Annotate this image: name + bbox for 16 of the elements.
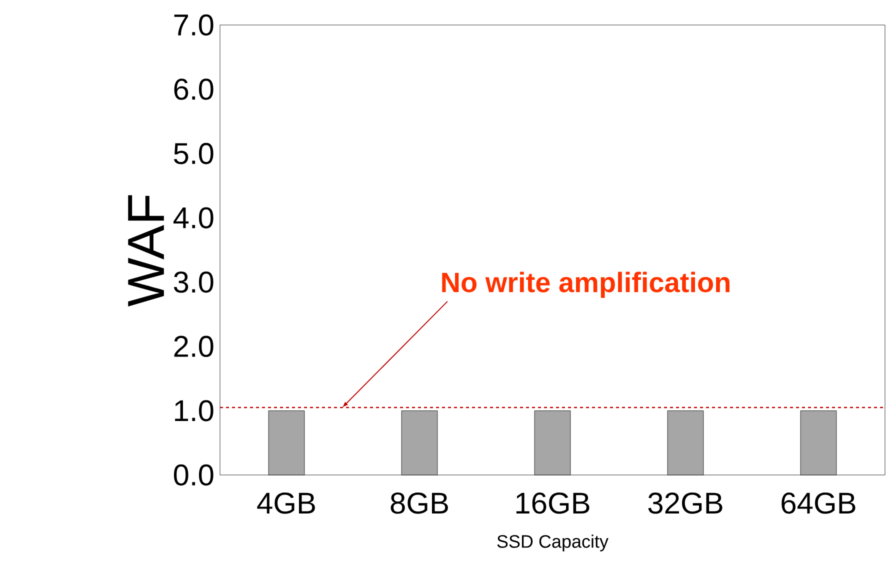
x-tick-label: 8GB <box>390 492 448 514</box>
y-tick-label: 1.0 <box>175 400 214 422</box>
y-tick-label: 4.0 <box>173 207 214 228</box>
x-tick-label: 16GB <box>516 492 590 514</box>
x-tick-label: 64GB <box>782 492 856 514</box>
y-tick-label: 2.0 <box>174 336 214 358</box>
x-tick-label: 32GB <box>648 492 722 514</box>
x-axis-title: SSD Capacity <box>497 534 608 552</box>
ref-line-label: No write amplification <box>442 272 730 298</box>
y-tick-label: 0.0 <box>174 464 214 486</box>
y-tick-label: 3.0 <box>174 272 214 293</box>
y-tick-label: 6.0 <box>174 78 214 100</box>
y-tick-label: 5.0 <box>174 142 214 164</box>
y-tick-label: 7.0 <box>174 14 214 36</box>
x-tick-label: 4GB <box>257 492 315 514</box>
y-axis-title: WAF <box>128 195 164 307</box>
